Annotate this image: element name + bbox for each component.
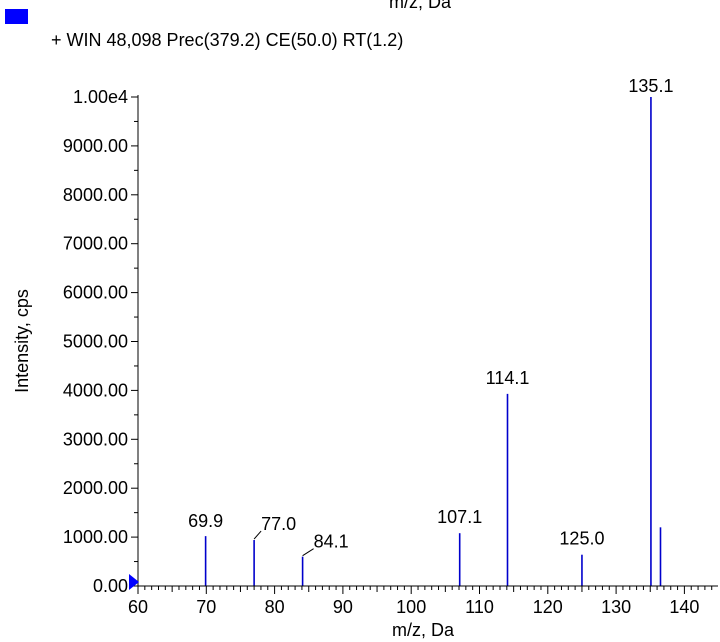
y-axis-label: Intensity, cps bbox=[12, 289, 32, 393]
peak-label: 135.1 bbox=[628, 76, 673, 96]
peak-label: 69.9 bbox=[188, 511, 223, 531]
peak-bars bbox=[204, 97, 662, 586]
x-tick-label: 130 bbox=[601, 597, 631, 617]
y-tick-label: 1.00e4 bbox=[73, 87, 128, 107]
legend-label: + WIN 48,098 Prec(379.2) CE(50.0) RT(1.2… bbox=[51, 30, 403, 50]
peak-label: 84.1 bbox=[314, 532, 349, 552]
x-tick-label: 70 bbox=[196, 597, 216, 617]
peak-label: 77.0 bbox=[261, 514, 296, 534]
x-axis-ticks: 60 70 80 90 100 110 120 130 140 bbox=[128, 586, 713, 617]
peak-label: 107.1 bbox=[437, 507, 482, 527]
peak-label: 125.0 bbox=[559, 529, 604, 549]
y-tick-label: 8000.00 bbox=[63, 185, 128, 205]
x-tick-label: 80 bbox=[265, 597, 285, 617]
peak-label-leader bbox=[302, 548, 314, 557]
x-tick-label: 100 bbox=[396, 597, 426, 617]
y-tick-label: 1000.00 bbox=[63, 527, 128, 547]
y-tick-label: 6000.00 bbox=[63, 283, 128, 303]
y-tick-label: 2000.00 bbox=[63, 478, 128, 498]
peak-label: 114.1 bbox=[486, 368, 530, 388]
legend-swatch bbox=[5, 9, 28, 24]
x-tick-label: 140 bbox=[669, 597, 699, 617]
y-tick-label: 5000.00 bbox=[63, 332, 128, 352]
x-tick-label: 110 bbox=[465, 597, 494, 617]
y-tick-label: 9000.00 bbox=[63, 136, 128, 156]
y-tick-label: 7000.00 bbox=[63, 234, 128, 254]
y-tick-label: 0.00 bbox=[93, 576, 128, 596]
baseline-marker-icon bbox=[129, 574, 139, 590]
x-tick-label: 120 bbox=[533, 597, 563, 617]
x-tick-label: 90 bbox=[333, 597, 353, 617]
x-tick-label: 60 bbox=[128, 597, 148, 617]
x-axis-label: m/z, Da bbox=[392, 620, 455, 640]
y-tick-label: 4000.00 bbox=[63, 380, 128, 400]
y-axis-ticks: 0.00 1000.00 2000.00 3000.00 4000.00 5000.00 6… bbox=[63, 87, 138, 596]
y-tick-label: 3000.00 bbox=[63, 429, 128, 449]
clipped-top-label: m/z, Da bbox=[389, 0, 452, 12]
peak-label-leader bbox=[253, 530, 262, 540]
peak-labels: 69.9 77.0 84.1 107.1 114.1 125.0 135.1 bbox=[188, 76, 673, 557]
